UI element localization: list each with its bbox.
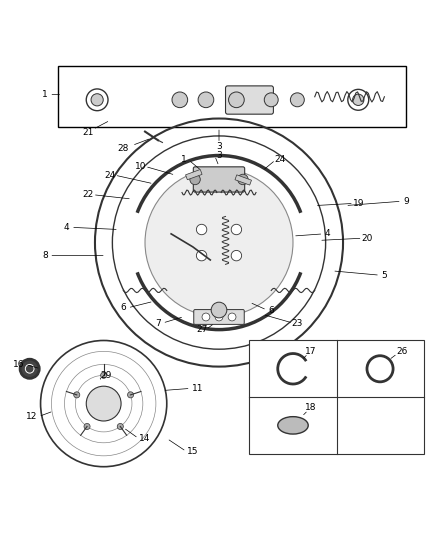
Circle shape <box>190 174 200 184</box>
Text: 1: 1 <box>42 90 48 99</box>
Text: 24: 24 <box>274 156 286 164</box>
Text: 14: 14 <box>139 434 151 443</box>
Text: 3: 3 <box>216 151 222 160</box>
Circle shape <box>74 392 80 398</box>
Text: 17: 17 <box>305 347 316 356</box>
Text: 23: 23 <box>292 319 303 328</box>
Text: 6: 6 <box>268 305 274 314</box>
Circle shape <box>238 174 248 184</box>
Circle shape <box>172 92 187 108</box>
Circle shape <box>202 313 210 321</box>
Circle shape <box>25 365 34 373</box>
Text: 18: 18 <box>305 403 316 413</box>
Circle shape <box>86 386 121 421</box>
Text: 15: 15 <box>187 447 199 456</box>
Circle shape <box>91 94 103 106</box>
Circle shape <box>20 359 39 378</box>
Text: 10: 10 <box>135 162 146 171</box>
Text: 26: 26 <box>396 347 407 356</box>
Text: 27: 27 <box>196 325 207 334</box>
Text: 12: 12 <box>26 412 38 421</box>
Circle shape <box>231 251 242 261</box>
FancyBboxPatch shape <box>194 310 244 325</box>
Circle shape <box>290 93 304 107</box>
Bar <box>186 169 202 180</box>
Circle shape <box>231 224 242 235</box>
Circle shape <box>145 168 293 317</box>
Circle shape <box>215 313 223 321</box>
Text: 6: 6 <box>120 303 126 312</box>
Text: 20: 20 <box>361 233 373 243</box>
Circle shape <box>229 92 244 108</box>
Circle shape <box>101 372 107 378</box>
Bar <box>58 66 406 127</box>
Text: 29: 29 <box>100 371 112 380</box>
Text: 24: 24 <box>105 171 116 180</box>
Circle shape <box>264 93 278 107</box>
Text: 21: 21 <box>83 128 94 137</box>
Text: 5: 5 <box>381 271 387 280</box>
FancyBboxPatch shape <box>193 167 245 192</box>
Circle shape <box>196 251 207 261</box>
Text: 19: 19 <box>353 199 364 208</box>
Text: 4: 4 <box>325 229 331 238</box>
Circle shape <box>127 392 134 398</box>
Text: 28: 28 <box>117 144 129 154</box>
Text: 11: 11 <box>191 384 203 393</box>
Text: 16: 16 <box>13 360 25 369</box>
Text: 1: 1 <box>181 156 187 164</box>
Text: 9: 9 <box>403 197 409 206</box>
Bar <box>250 341 424 454</box>
Text: 22: 22 <box>83 190 94 199</box>
FancyBboxPatch shape <box>226 86 273 114</box>
Circle shape <box>211 302 227 318</box>
Circle shape <box>198 92 214 108</box>
Text: 7: 7 <box>155 319 161 328</box>
Text: 8: 8 <box>42 251 48 260</box>
Text: 4: 4 <box>64 223 70 232</box>
Ellipse shape <box>278 417 308 434</box>
Text: 3: 3 <box>216 142 222 151</box>
Bar <box>235 175 251 185</box>
Circle shape <box>228 313 236 321</box>
Circle shape <box>196 224 207 235</box>
Circle shape <box>353 94 364 106</box>
Circle shape <box>84 423 90 430</box>
Circle shape <box>117 423 124 430</box>
